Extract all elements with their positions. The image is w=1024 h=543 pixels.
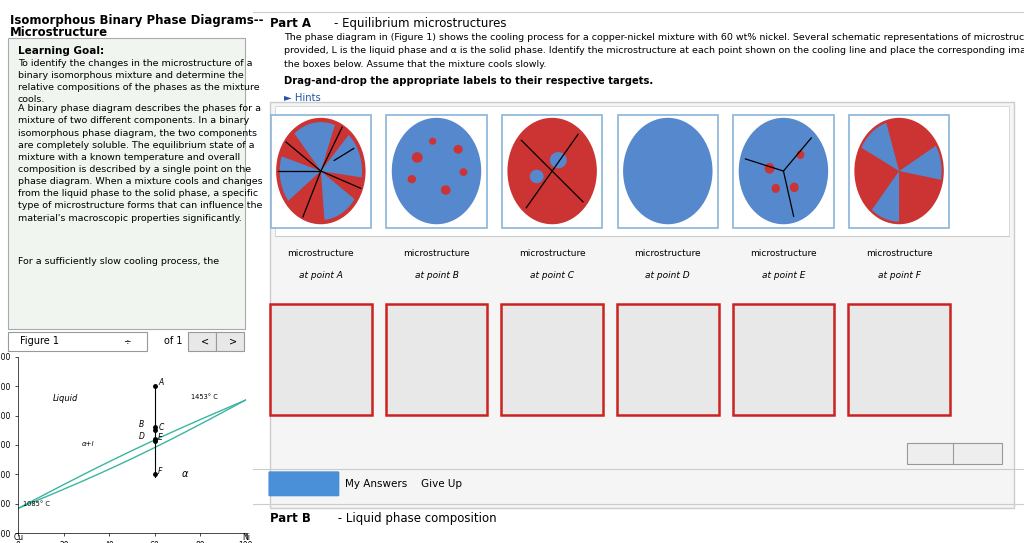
Text: Help: Help [968,449,988,458]
Text: Isomorphous Binary Phase Diagrams--: Isomorphous Binary Phase Diagrams-- [10,14,263,27]
Text: microstructure: microstructure [403,249,470,258]
Text: E: E [159,433,163,442]
Text: at point A: at point A [299,272,343,281]
FancyBboxPatch shape [502,115,602,228]
FancyBboxPatch shape [216,332,244,351]
Text: microstructure: microstructure [288,249,354,258]
Text: - Equilibrium microstructures: - Equilibrium microstructures [334,17,507,30]
Ellipse shape [276,118,366,224]
Ellipse shape [790,182,799,192]
Text: Give Up: Give Up [422,479,463,489]
Text: Part B: Part B [270,512,311,525]
Ellipse shape [529,169,544,183]
Text: Ni: Ni [242,533,250,542]
Text: B: B [139,420,144,429]
Text: microstructure: microstructure [751,249,817,258]
FancyBboxPatch shape [616,304,719,415]
FancyBboxPatch shape [274,106,1009,236]
Ellipse shape [460,168,467,176]
FancyBboxPatch shape [7,332,146,351]
Text: ÷: ÷ [123,337,130,346]
FancyBboxPatch shape [732,304,835,415]
Text: Figure 1: Figure 1 [20,336,59,346]
Text: 1453° C: 1453° C [191,394,218,400]
FancyBboxPatch shape [733,115,834,228]
Ellipse shape [508,118,597,224]
Text: the boxes below. Assume that the mixture cools slowly.: the boxes below. Assume that the mixture… [284,60,546,69]
Text: at point B: at point B [415,272,459,281]
Text: Microstructure: Microstructure [10,26,109,39]
Text: α: α [182,469,188,479]
Ellipse shape [392,118,481,224]
Polygon shape [861,123,899,171]
FancyBboxPatch shape [270,102,1014,508]
Ellipse shape [550,152,567,168]
Text: at point C: at point C [530,272,574,281]
FancyBboxPatch shape [270,304,372,415]
Ellipse shape [412,152,423,163]
Ellipse shape [738,118,828,224]
Text: at point F: at point F [878,272,921,281]
Text: To identify the changes in the microstructure of a
binary isomorphous mixture an: To identify the changes in the microstru… [17,59,259,104]
Text: >: > [228,336,237,346]
Text: microstructure: microstructure [635,249,701,258]
Ellipse shape [765,163,774,174]
Ellipse shape [797,150,804,159]
Text: My Answers: My Answers [345,479,408,489]
Polygon shape [899,146,942,180]
Text: Submit: Submit [282,479,326,489]
Text: - Liquid phase composition: - Liquid phase composition [334,512,497,525]
FancyBboxPatch shape [7,38,246,329]
FancyBboxPatch shape [953,443,1001,464]
Text: provided, L is the liquid phase and α is the solid phase. Identify the microstru: provided, L is the liquid phase and α is… [284,46,1024,55]
Ellipse shape [454,145,463,154]
Ellipse shape [771,184,780,193]
FancyBboxPatch shape [617,115,718,228]
FancyBboxPatch shape [386,115,486,228]
Text: microstructure: microstructure [865,249,933,258]
Ellipse shape [441,185,451,195]
Text: Liquid: Liquid [52,394,78,403]
FancyBboxPatch shape [270,115,371,228]
Text: Cu: Cu [13,533,24,542]
Text: of 1: of 1 [165,336,183,346]
Text: A binary phase diagram describes the phases for a
mixture of two different compo: A binary phase diagram describes the pha… [17,104,262,223]
Text: 1085° C: 1085° C [23,501,50,507]
Polygon shape [280,156,321,201]
Ellipse shape [408,175,416,184]
Polygon shape [321,135,361,178]
FancyBboxPatch shape [502,304,603,415]
Polygon shape [295,122,335,171]
Text: Reset: Reset [919,449,944,458]
FancyBboxPatch shape [848,304,950,415]
Text: Learning Goal:: Learning Goal: [17,46,103,56]
FancyBboxPatch shape [849,115,949,228]
FancyBboxPatch shape [386,304,487,415]
Text: Drag-and-drop the appropriate labels to their respective targets.: Drag-and-drop the appropriate labels to … [284,76,653,86]
Text: For a sufficiently slow cooling process, the: For a sufficiently slow cooling process,… [17,257,219,266]
Text: D: D [139,432,144,440]
Polygon shape [321,171,354,220]
Ellipse shape [429,138,436,144]
Ellipse shape [623,118,713,224]
Text: α+l: α+l [82,441,94,447]
Text: A: A [159,378,164,387]
FancyBboxPatch shape [268,471,339,496]
Text: C: C [159,422,164,432]
Text: at point E: at point E [762,272,805,281]
Text: ► Hints: ► Hints [284,93,321,103]
Text: microstructure: microstructure [519,249,586,258]
FancyBboxPatch shape [188,332,216,351]
FancyBboxPatch shape [907,443,955,464]
Ellipse shape [854,118,944,224]
Text: <: < [201,336,209,346]
Text: at point D: at point D [645,272,690,281]
Text: F: F [159,466,163,476]
Text: The phase diagram in (Figure 1) shows the cooling process for a copper-nickel mi: The phase diagram in (Figure 1) shows th… [284,33,1024,42]
Text: Part A: Part A [270,17,311,30]
Polygon shape [871,171,899,222]
